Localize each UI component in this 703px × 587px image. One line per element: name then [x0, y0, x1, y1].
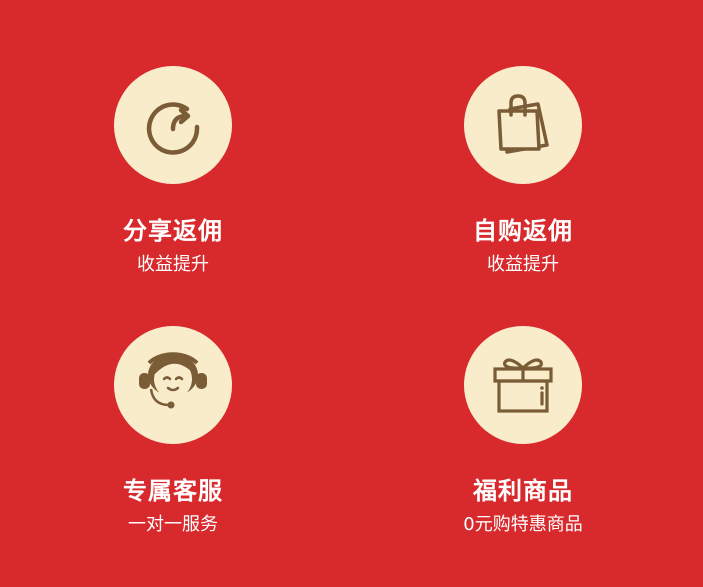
feature-title: 分享返佣	[123, 217, 223, 245]
feature-subtitle: 0元购特惠商品	[463, 514, 583, 535]
shopping-bag-icon	[497, 94, 549, 154]
share-icon	[146, 102, 200, 155]
feature-share-commission[interactable]: 分享返佣 收益提升	[43, 66, 303, 276]
feature-title: 福利商品	[473, 477, 573, 505]
feature-title: 自购返佣	[473, 217, 573, 245]
feature-title: 专属客服	[123, 477, 223, 505]
shopping-bag-icon-circle	[464, 66, 582, 184]
gift-icon-circle	[464, 326, 582, 444]
feature-self-purchase-commission[interactable]: 自购返佣 收益提升	[393, 66, 653, 276]
customer-service-icon	[139, 352, 207, 409]
feature-subtitle: 收益提升	[137, 254, 209, 275]
share-icon-circle	[114, 66, 232, 184]
customer-service-icon-circle	[114, 326, 232, 444]
gift-icon	[493, 358, 553, 413]
feature-subtitle: 收益提升	[487, 254, 559, 275]
feature-welfare-goods[interactable]: 福利商品 0元购特惠商品	[393, 326, 653, 536]
feature-subtitle: 一对一服务	[128, 514, 218, 535]
feature-customer-service[interactable]: 专属客服 一对一服务	[43, 326, 303, 536]
